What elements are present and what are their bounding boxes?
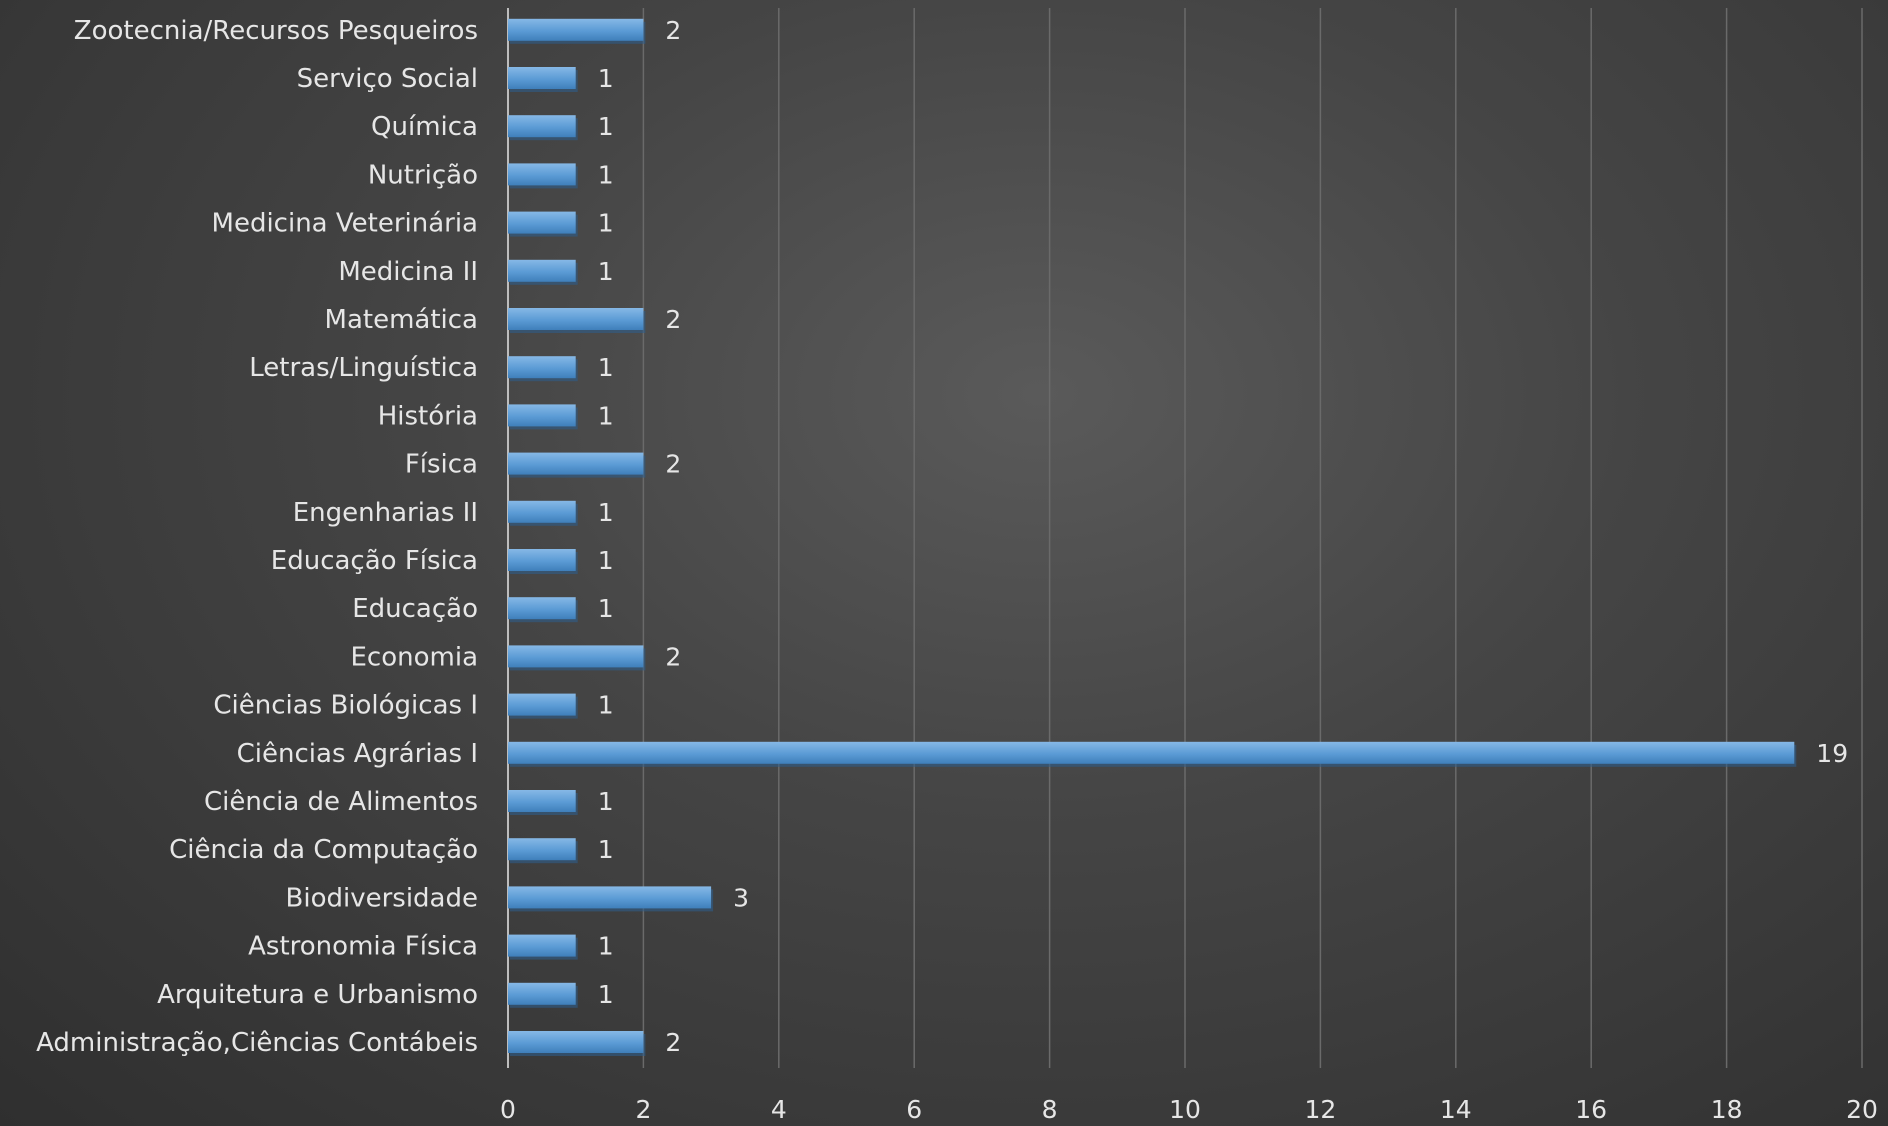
x-tick-label: 2 — [635, 1095, 651, 1124]
x-tick-label: 6 — [906, 1095, 922, 1124]
bar — [508, 356, 576, 379]
category-label: Ciência da Computação — [169, 835, 478, 865]
bar — [508, 404, 576, 427]
data-label: 19 — [1816, 739, 1848, 768]
category-label: Biodiversidade — [286, 883, 478, 913]
category-label: Serviço Social — [297, 64, 478, 94]
category-label: Nutrição — [368, 160, 478, 190]
data-label: 1 — [598, 498, 614, 527]
bar — [508, 597, 576, 620]
bar — [508, 693, 576, 716]
bar — [508, 886, 712, 909]
data-label: 1 — [598, 980, 614, 1009]
category-label: Zootecnia/Recursos Pesqueiros — [74, 16, 478, 46]
x-tick-label: 12 — [1304, 1095, 1336, 1124]
bar — [508, 790, 576, 812]
category-label: Letras/Linguística — [249, 353, 478, 383]
data-label: 2 — [665, 450, 681, 479]
bar — [508, 838, 576, 861]
data-label: 1 — [598, 835, 614, 864]
bar — [508, 500, 576, 523]
bar — [508, 549, 576, 571]
data-label: 2 — [665, 1028, 681, 1057]
bar — [508, 934, 576, 957]
x-tick-label: 14 — [1440, 1095, 1472, 1124]
bar — [508, 645, 644, 668]
bar — [508, 308, 644, 330]
x-tick-label: 10 — [1169, 1095, 1201, 1124]
x-tick-label: 8 — [1042, 1095, 1058, 1124]
data-label: 1 — [598, 64, 614, 93]
x-tick-label: 20 — [1846, 1095, 1878, 1124]
data-label: 1 — [598, 546, 614, 575]
x-tick-label: 4 — [771, 1095, 787, 1124]
category-label: Arquitetura e Urbanismo — [157, 980, 478, 1010]
category-label: Química — [371, 112, 478, 142]
data-label: 1 — [598, 691, 614, 720]
bar — [508, 18, 644, 41]
data-label: 1 — [598, 353, 614, 382]
category-label: Medicina II — [338, 257, 478, 287]
category-label: Ciências Agrárias I — [237, 739, 478, 769]
x-tick-label: 16 — [1575, 1095, 1607, 1124]
bar — [508, 452, 644, 475]
data-label: 1 — [598, 594, 614, 623]
bars — [508, 18, 1797, 1056]
data-label: 1 — [598, 209, 614, 238]
x-tick-label: 18 — [1711, 1095, 1743, 1124]
category-label: Ciência de Alimentos — [204, 787, 478, 817]
bar — [508, 211, 576, 234]
x-tick-label: 0 — [500, 1095, 516, 1124]
category-label: Educação — [352, 594, 478, 624]
category-label: Matemática — [325, 305, 478, 335]
category-label: Medicina Veterinária — [212, 209, 478, 239]
bar — [508, 67, 576, 89]
bar — [508, 259, 576, 282]
data-label: 1 — [598, 932, 614, 961]
category-label: Engenharias II — [293, 498, 478, 528]
labels: 0 2 4 6 8 10 12 14 16 18 20Administração,Ciências … — [36, 16, 1878, 1124]
bar — [508, 163, 576, 186]
data-label: 2 — [665, 16, 681, 45]
bar — [508, 741, 1795, 764]
data-label: 1 — [598, 160, 614, 189]
data-label: 1 — [598, 257, 614, 286]
data-label: 2 — [665, 642, 681, 671]
data-label: 1 — [598, 787, 614, 816]
category-label: Ciências Biológicas I — [213, 691, 478, 721]
bar — [508, 115, 576, 138]
data-label: 2 — [665, 305, 681, 334]
category-label: Astronomia Física — [248, 932, 478, 962]
bar — [508, 1031, 644, 1053]
category-label: Física — [405, 450, 478, 480]
category-label: Administração,Ciências Contábeis — [36, 1028, 478, 1058]
category-label: História — [378, 401, 478, 431]
category-label: Economia — [351, 642, 479, 672]
data-label: 1 — [598, 112, 614, 141]
bar — [508, 982, 576, 1005]
data-label: 1 — [598, 401, 614, 430]
category-label: Educação Física — [271, 546, 478, 576]
data-label: 3 — [733, 883, 749, 912]
